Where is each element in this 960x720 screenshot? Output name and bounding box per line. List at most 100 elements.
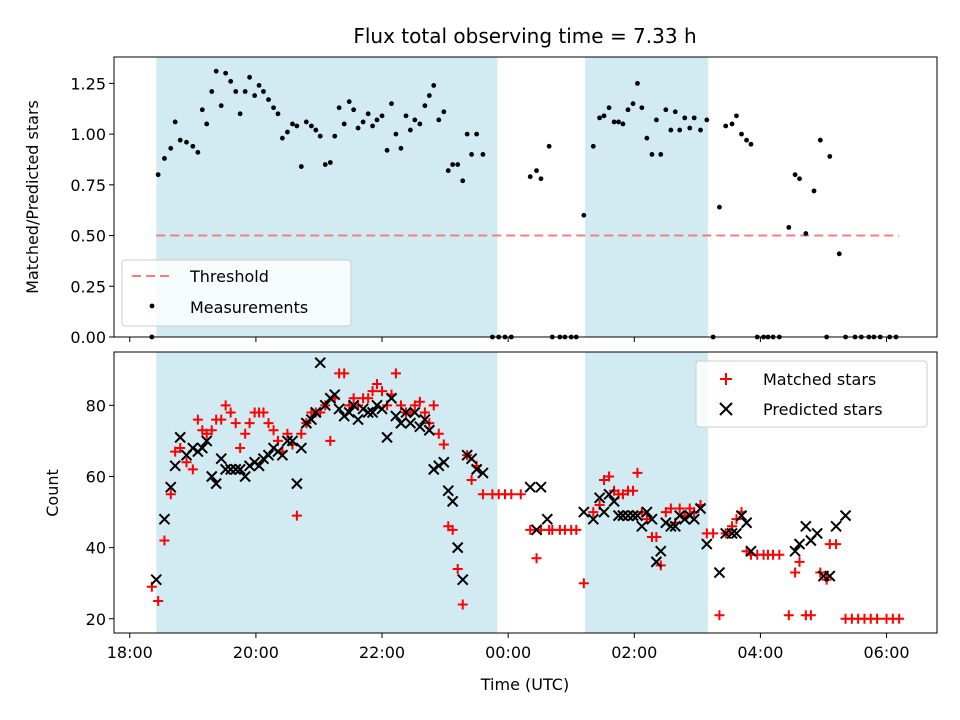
measurement-point (195, 149, 201, 155)
matched-star-point (805, 610, 816, 621)
predicted-star-point (631, 509, 644, 522)
matched-star-point (244, 418, 255, 429)
matched-star-point (665, 503, 676, 514)
matched-star-point (187, 464, 198, 475)
predicted-star-point (673, 509, 686, 522)
predicted-star-point (688, 513, 700, 525)
predicted-star-point (646, 513, 658, 525)
measurement-point (480, 151, 486, 157)
measurement-point (393, 131, 399, 137)
measurement-point (717, 204, 722, 210)
y-tick-label: 1.25 (70, 74, 106, 93)
predicted-star-point (376, 403, 388, 415)
measurement-point (218, 103, 224, 109)
predicted-star-point (253, 460, 265, 472)
matched-star-point (433, 428, 444, 439)
matched-star-point (477, 489, 488, 500)
legend-measurements-swatch (149, 303, 155, 309)
matched-star-point (348, 393, 359, 404)
predicted-star-point (210, 477, 222, 490)
predicted-star-point (789, 545, 801, 557)
matched-star-point (263, 418, 274, 429)
matched-star-point (363, 393, 374, 404)
measurement-point (616, 119, 621, 125)
measurement-point (233, 89, 239, 94)
measurement-point (332, 133, 338, 139)
predicted-star-point (423, 424, 436, 436)
predicted-star-point (347, 399, 360, 412)
measurement-point (279, 135, 285, 141)
measurement-point (625, 107, 631, 113)
matched-star-point (325, 435, 336, 446)
predicted-star-point (793, 538, 806, 550)
measurement-point (379, 113, 385, 119)
predicted-star-point (811, 527, 823, 540)
predicted-star-point (541, 513, 553, 525)
predicted-star-point (174, 431, 186, 444)
measurement-point (417, 121, 423, 127)
measurement-point (704, 117, 710, 123)
matched-star-point (296, 428, 307, 439)
measurement-point (682, 115, 688, 121)
measurement-point (734, 113, 739, 119)
matched-star-point (367, 386, 378, 397)
measurement-point (422, 103, 428, 109)
predicted-star-point (276, 449, 289, 461)
matched-star-point (371, 379, 382, 390)
predicted-star-point (612, 509, 625, 522)
legend-measurements-label: Measurements (190, 298, 308, 317)
measurement-point (290, 121, 295, 127)
matched-star-point (181, 457, 192, 468)
matched-star-point (515, 489, 526, 500)
measurement-point (803, 231, 809, 236)
predicted-star-point (622, 509, 634, 522)
predicted-star-point (196, 442, 208, 454)
observing-window-shade (156, 352, 498, 633)
predicted-star-point (169, 460, 181, 472)
predicted-star-point (343, 406, 355, 419)
measurement-point (336, 105, 342, 111)
predicted-star-point (381, 431, 393, 444)
predicted-star-point (395, 417, 407, 429)
predicted-star-point (669, 520, 681, 532)
matched-star-point (571, 524, 582, 535)
predicted-star-point (234, 463, 246, 476)
measurement-point (827, 154, 833, 159)
legend-predicted-swatch (719, 402, 733, 416)
observing-window-shade (585, 352, 709, 633)
matched-star-point (216, 414, 227, 425)
predicted-star-point (257, 453, 270, 465)
x-axis-label: Time (UTC) (480, 675, 569, 694)
measurement-point (817, 137, 823, 143)
matched-star-point (708, 528, 719, 539)
measurement-point (691, 115, 697, 121)
predicted-star-point (206, 470, 218, 483)
legend-matched-label: Matched stars (763, 370, 876, 389)
predicted-star-point (200, 435, 213, 447)
measurement-point (464, 131, 470, 137)
matched-star-point (790, 567, 801, 578)
matched-star-point (258, 407, 269, 418)
predicted-star-point (800, 520, 812, 532)
matched-star-point (390, 368, 401, 379)
y-tick-label: 40 (86, 539, 106, 558)
predicted-star-point (477, 467, 489, 479)
matched-star-point (525, 524, 536, 535)
measurement-point (431, 83, 437, 88)
measurement-point (739, 131, 744, 137)
legend-threshold-label: Threshold (189, 267, 269, 286)
predicted-star-point (839, 509, 852, 522)
legend-matched-swatch (720, 373, 732, 385)
x-tick-label: 04:00 (737, 643, 783, 662)
measurement-point (384, 147, 390, 153)
predicted-star-point (390, 410, 402, 422)
measurement-point (162, 156, 167, 161)
measurement-point (275, 111, 281, 117)
matched-star-point (438, 439, 449, 450)
y-tick-label: 80 (86, 396, 106, 415)
measurement-point (527, 174, 533, 180)
matched-star-point (466, 475, 477, 486)
measurement-point (663, 107, 669, 113)
matched-star-point (783, 610, 794, 621)
measurement-point (346, 99, 352, 105)
